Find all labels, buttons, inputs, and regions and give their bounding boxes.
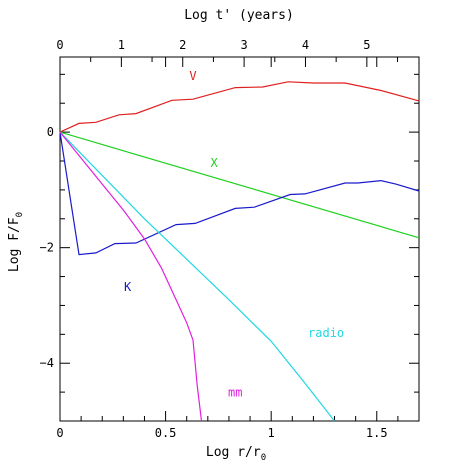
y-axis-label: Log F/F0 <box>7 212 25 272</box>
x-axis-label-sub: 0 <box>261 453 266 463</box>
series-label-radio: radio <box>308 326 344 340</box>
x-tick-label: 1 <box>268 426 275 440</box>
series-line-mm <box>59 131 203 422</box>
y-axis-label-sub: 0 <box>15 212 25 217</box>
top-tick-label: 0 <box>56 38 63 52</box>
x-axis-label-main: Log r/r <box>206 445 261 460</box>
y-tick-label: 0 <box>47 125 54 139</box>
series-line-v <box>59 81 420 133</box>
top-axis-label: Log t' (years) <box>184 8 294 23</box>
y-tick-label: −2 <box>40 241 54 255</box>
series-layer <box>59 81 420 422</box>
ticks-layer: 0 0.5 1 1.5 0 1 2 3 4 5 −4 −2 0 <box>40 38 420 440</box>
series-label-x: X <box>211 156 219 170</box>
x-axis-label: Log r/r0 <box>206 445 266 463</box>
plot-frame <box>59 56 420 422</box>
top-tick-label: 3 <box>240 38 247 52</box>
series-label-mm: mm <box>228 386 242 400</box>
top-tick-label: 5 <box>363 38 370 52</box>
x-tick-label: 1.5 <box>366 426 388 440</box>
y-tick-label: −4 <box>40 356 54 370</box>
y-axis-label-main: Log F/F <box>7 217 22 272</box>
top-tick-label: 4 <box>302 38 309 52</box>
x-tick-label: 0 <box>56 426 63 440</box>
series-label-k: K <box>124 280 132 294</box>
series-label-v: V <box>189 69 196 83</box>
series-line-x <box>59 131 420 239</box>
series-line-radio <box>59 131 335 422</box>
x-tick-label: 0.5 <box>155 426 177 440</box>
top-tick-label: 2 <box>179 38 186 52</box>
top-tick-label: 1 <box>118 38 125 52</box>
series-line-k <box>59 132 420 256</box>
